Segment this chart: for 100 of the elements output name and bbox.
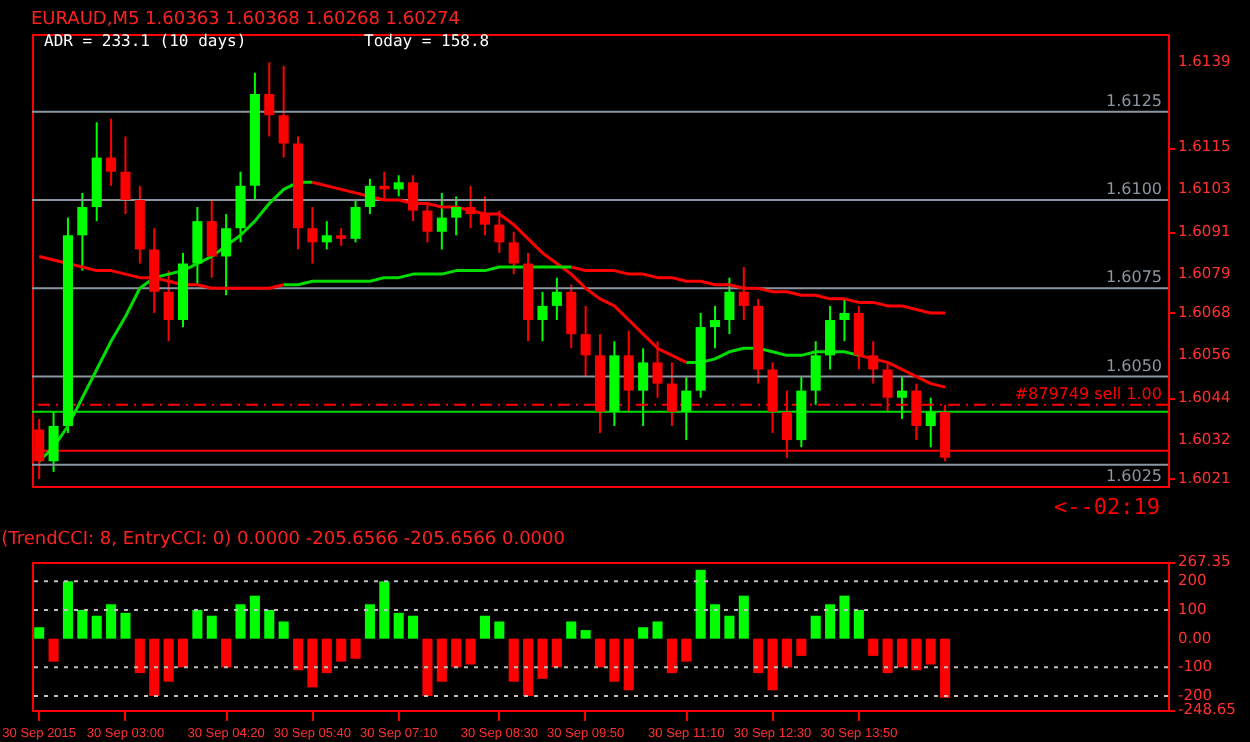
ref-line-label: 1.6050 xyxy=(1106,356,1162,375)
bar xyxy=(163,638,174,682)
bar xyxy=(638,627,649,639)
candlestick xyxy=(364,177,375,216)
bar xyxy=(292,638,304,671)
bar xyxy=(134,638,145,674)
bar xyxy=(177,638,189,668)
candlestick xyxy=(479,195,490,237)
chart-title: EURAUD,M5 1.60363 1.60368 1.60268 1.60274 xyxy=(31,10,461,30)
bar xyxy=(896,638,908,668)
candlestick xyxy=(77,191,88,272)
bar xyxy=(681,638,692,662)
bar xyxy=(106,604,117,639)
candlestick xyxy=(638,347,649,427)
bar xyxy=(422,638,433,697)
ref-line-label: 1.6125 xyxy=(1106,91,1162,110)
bar xyxy=(379,581,390,639)
bar xyxy=(666,638,677,674)
candlestick xyxy=(106,117,117,187)
candlestick xyxy=(537,290,548,343)
bar xyxy=(206,615,217,639)
bar xyxy=(940,638,951,698)
candlestick xyxy=(278,64,289,159)
bar xyxy=(264,610,275,639)
candlestick xyxy=(192,206,203,286)
bar xyxy=(235,604,246,639)
bar xyxy=(767,638,778,691)
bar xyxy=(221,638,232,668)
bar xyxy=(580,630,591,639)
bar xyxy=(781,638,792,668)
bar xyxy=(810,615,821,639)
bar xyxy=(537,638,548,679)
annotation: ADR = 233.1 (10 days) xyxy=(44,32,247,50)
bar xyxy=(494,621,505,639)
annotation: Today = 158.8 xyxy=(364,32,490,50)
ref-line-label: 1.6100 xyxy=(1106,179,1162,198)
candlestick xyxy=(825,304,836,371)
bar xyxy=(34,627,45,639)
candlestick xyxy=(393,174,404,198)
bar xyxy=(695,569,706,639)
candlestick xyxy=(566,283,577,350)
bar xyxy=(796,638,807,656)
bar xyxy=(594,638,606,668)
bar xyxy=(321,638,332,674)
candlestick xyxy=(494,209,505,254)
candlestick xyxy=(221,213,232,297)
bar xyxy=(609,638,620,682)
candlestick xyxy=(264,61,275,138)
candlestick xyxy=(321,220,332,251)
bar xyxy=(62,581,73,639)
candlestick xyxy=(508,230,519,276)
bar xyxy=(307,638,318,688)
candlestick xyxy=(436,191,447,251)
candlestick xyxy=(307,206,318,265)
ref-line-label: 1.6025 xyxy=(1106,466,1162,485)
bar xyxy=(249,595,260,639)
candlestick xyxy=(896,375,908,420)
bar xyxy=(451,638,462,668)
bar xyxy=(91,615,102,639)
bar xyxy=(853,610,864,639)
bar xyxy=(364,604,375,639)
bar xyxy=(479,615,490,639)
candlestick xyxy=(925,396,936,449)
bar xyxy=(925,638,936,665)
bar xyxy=(710,604,721,639)
candlestick xyxy=(724,276,735,336)
bar xyxy=(350,638,361,659)
bar xyxy=(652,621,663,639)
bar xyxy=(77,610,88,639)
text: <--02:19 xyxy=(1054,494,1160,520)
candlestick xyxy=(710,304,721,350)
bar xyxy=(825,604,836,639)
bar xyxy=(48,638,59,662)
candlestick xyxy=(206,198,217,279)
bar xyxy=(336,638,347,662)
candlestick xyxy=(235,170,246,244)
line-series xyxy=(282,265,573,287)
candlestick xyxy=(120,135,131,216)
candlestick xyxy=(551,276,562,322)
bar xyxy=(911,638,922,671)
chart-title: (TrendCCI: 8, EntryCCI: 0) 0.0000 -205.6566 -205.6566 0.0000 xyxy=(1,530,566,550)
bar xyxy=(508,638,519,682)
candlestick xyxy=(839,297,850,343)
bar xyxy=(149,638,160,697)
bar xyxy=(465,638,476,665)
bar xyxy=(566,621,577,639)
bar xyxy=(882,638,893,674)
bar xyxy=(623,638,634,691)
bar xyxy=(868,638,879,656)
bar xyxy=(192,610,203,639)
candlestick xyxy=(48,410,59,473)
candlestick xyxy=(350,198,361,244)
candlestick xyxy=(422,202,433,244)
bar xyxy=(120,612,131,639)
bar xyxy=(523,638,534,697)
bar xyxy=(436,638,447,682)
bar xyxy=(408,615,419,639)
candlestick xyxy=(681,375,692,442)
ref-line-label: #879749 sell 1.00 xyxy=(1014,384,1162,403)
bar xyxy=(551,638,562,668)
